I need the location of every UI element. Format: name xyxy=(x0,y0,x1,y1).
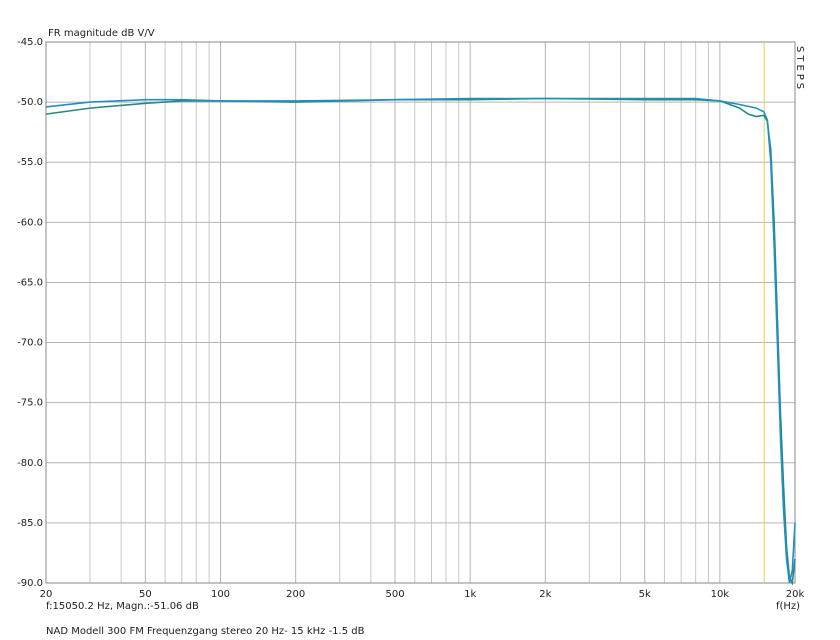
series-line xyxy=(45,97,796,584)
chart-title: FR magnitude dB V/V xyxy=(48,28,155,39)
cursor-readout: f:15050.2 Hz, Magn.:-51.06 dB xyxy=(46,601,199,612)
x-tick-label: 1k xyxy=(464,589,476,600)
y-tick-label: -90.0 xyxy=(17,578,43,589)
x-tick-label: 10k xyxy=(711,589,730,600)
footer: NAD Modell 300 FM Frequenzgang stereo 20… xyxy=(46,626,365,637)
x-tick-label: 20 xyxy=(40,589,53,600)
plot-frame xyxy=(45,41,796,584)
x-tick-label: 200 xyxy=(286,589,305,600)
x-tick-label: 500 xyxy=(385,589,404,600)
y-tick-label: -45.0 xyxy=(17,37,43,48)
y-tick-label: -85.0 xyxy=(17,518,43,529)
x-tick-label: 100 xyxy=(211,589,230,600)
x-tick-label: 2k xyxy=(539,589,551,600)
side-label: STEPS xyxy=(794,46,805,92)
y-tick-label: -50.0 xyxy=(17,97,43,108)
y-tick-label: -80.0 xyxy=(17,458,43,469)
x-axis-label: f(Hz) xyxy=(776,601,800,612)
y-tick-label: -60.0 xyxy=(17,217,43,228)
y-tick-label: -65.0 xyxy=(17,277,43,288)
x-tick-label: 20k xyxy=(786,589,805,600)
x-tick-label: 5k xyxy=(639,589,651,600)
y-tick-label: -55.0 xyxy=(17,157,43,168)
y-tick-label: -75.0 xyxy=(17,398,43,409)
y-tick-label: -70.0 xyxy=(17,338,43,349)
x-tick-label: 50 xyxy=(139,589,152,600)
